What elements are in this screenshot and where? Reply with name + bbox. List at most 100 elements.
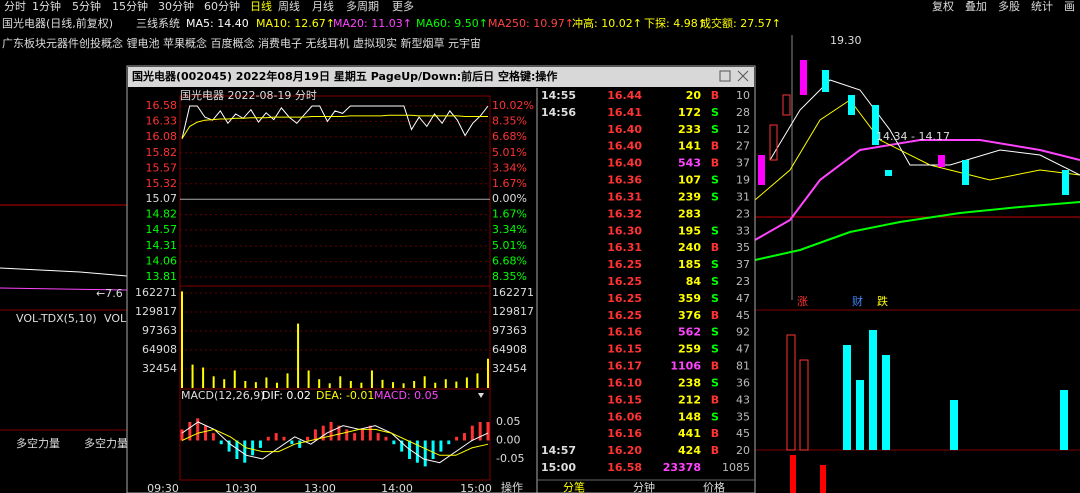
trade-price: 16.25 xyxy=(607,309,642,322)
trade-side: S xyxy=(711,123,719,136)
trade-price: 16.15 xyxy=(607,393,642,406)
period-tab[interactable]: 60分钟 xyxy=(204,0,240,13)
time-label: 15:00 xyxy=(460,482,492,493)
trade-count: 45 xyxy=(736,427,750,440)
price-tick: 16.58 xyxy=(146,99,178,112)
dif-line xyxy=(181,421,489,464)
trade-time: 14:55 xyxy=(541,89,576,102)
trade-price: 16.17 xyxy=(607,360,642,373)
pct-tick: 0.00% xyxy=(492,192,527,205)
close-button[interactable] xyxy=(737,70,749,82)
footer-tab[interactable]: 操作 xyxy=(501,480,523,493)
volume-bar xyxy=(233,370,236,388)
time-label: 09:30 xyxy=(147,482,179,493)
trade-volume: 195 xyxy=(678,224,701,237)
trade-price: 16.20 xyxy=(607,444,642,457)
trade-side: B xyxy=(711,427,719,440)
trade-volume: 23378 xyxy=(663,461,701,474)
vol-tick: 129817 xyxy=(492,305,534,318)
trade-side: S xyxy=(711,224,719,237)
avg-line xyxy=(181,114,488,139)
tool-button[interactable]: 画 xyxy=(1064,0,1075,13)
vol-tick: 162271 xyxy=(135,286,177,299)
volume-bars-bg xyxy=(786,330,1068,493)
chart-title: 国光电器 2022-08-19 分时 xyxy=(180,88,317,102)
vol-tick: 32454 xyxy=(142,362,177,375)
price-tick: 14.31 xyxy=(146,239,178,252)
tool-button[interactable]: 统计 xyxy=(1031,0,1053,13)
footer-tab[interactable]: 价格 xyxy=(703,480,725,493)
tool-button[interactable]: 多股 xyxy=(998,0,1020,13)
popup xyxy=(126,65,756,493)
price-tick: 14.57 xyxy=(146,223,178,236)
force-label: 多空力量 xyxy=(16,436,60,450)
volume-bar xyxy=(191,364,194,388)
trade-volume: 239 xyxy=(678,190,701,203)
pct-tick: 1.67% xyxy=(492,208,527,221)
period-tab[interactable]: 更多 xyxy=(392,0,414,13)
trade-volume: 424 xyxy=(678,444,701,457)
period-tab[interactable]: 分时 xyxy=(4,0,26,13)
period-tab[interactable]: 多周期 xyxy=(346,0,379,13)
volume-bar xyxy=(434,382,437,388)
volume-bar xyxy=(392,382,395,388)
trade-count: 1085 xyxy=(722,461,750,474)
macd-dif: DIF: 0.02 xyxy=(262,389,311,402)
trade-side: S xyxy=(711,106,719,119)
time-label: 10:30 xyxy=(225,482,257,493)
dropdown[interactable] xyxy=(478,393,484,398)
trade-count: 33 xyxy=(736,224,750,237)
trade-volume: 283 xyxy=(678,207,701,220)
footer-tab[interactable]: 分笔 xyxy=(563,480,585,493)
maximize-button[interactable] xyxy=(719,70,731,82)
trade-count: 81 xyxy=(736,360,750,373)
trade-price: 16.58 xyxy=(607,461,642,474)
trade-side: B xyxy=(711,241,719,254)
tool-button[interactable]: 复权 xyxy=(932,0,954,13)
volume-bar xyxy=(328,383,331,388)
period-tab[interactable]: 周线 xyxy=(278,0,300,13)
volume-bar xyxy=(349,380,352,388)
vol-tick: 32454 xyxy=(492,362,527,375)
trade-side: S xyxy=(711,410,719,423)
trade-volume: 212 xyxy=(678,393,701,406)
trade-price: 16.41 xyxy=(607,106,642,119)
footer-tab[interactable]: 分钟 xyxy=(633,480,655,493)
trade-count: 45 xyxy=(736,309,750,322)
macd-dea: DEA: -0.01 xyxy=(316,389,374,402)
period-tab[interactable]: 1分钟 xyxy=(32,0,61,13)
trade-price: 16.44 xyxy=(607,89,642,102)
trade-side: S xyxy=(711,343,719,356)
trade-side: B xyxy=(711,444,719,457)
period-tab[interactable]: 日线 xyxy=(250,0,272,13)
trade-volume: 359 xyxy=(678,292,701,305)
price-tick: 15.07 xyxy=(146,192,178,205)
tool-button[interactable]: 叠加 xyxy=(965,0,987,13)
trade-price: 16.40 xyxy=(607,157,642,170)
trade-volume: 1106 xyxy=(670,360,701,373)
trade-side: B xyxy=(711,393,719,406)
bg-line xyxy=(754,201,1080,261)
ma-item: MA250: 10.97↑ xyxy=(488,17,574,30)
trade-price: 16.25 xyxy=(607,292,642,305)
period-tab[interactable]: 30分钟 xyxy=(158,0,194,13)
trade-volume: 240 xyxy=(678,241,701,254)
volume-bar xyxy=(275,382,278,388)
volume-bar xyxy=(465,377,468,388)
period-tab[interactable]: 5分钟 xyxy=(72,0,101,13)
trade-volume: 238 xyxy=(678,376,701,389)
period-tab[interactable]: 15分钟 xyxy=(112,0,148,13)
high-label: 19.30 xyxy=(830,34,862,47)
macd-tick: -0.05 xyxy=(496,452,524,465)
volume-bar xyxy=(297,323,300,388)
period-tab[interactable]: 月线 xyxy=(312,0,334,13)
trade-price: 16.16 xyxy=(607,427,642,440)
volume-bar xyxy=(286,373,289,388)
volume-bar xyxy=(413,380,416,388)
volume-bar xyxy=(181,291,183,388)
vol-tick: 64908 xyxy=(492,343,527,356)
time-label: 14:00 xyxy=(381,482,413,493)
trade-price: 16.10 xyxy=(607,376,642,389)
pct-tick: 5.01% xyxy=(492,239,527,252)
volume-bar xyxy=(318,379,321,388)
